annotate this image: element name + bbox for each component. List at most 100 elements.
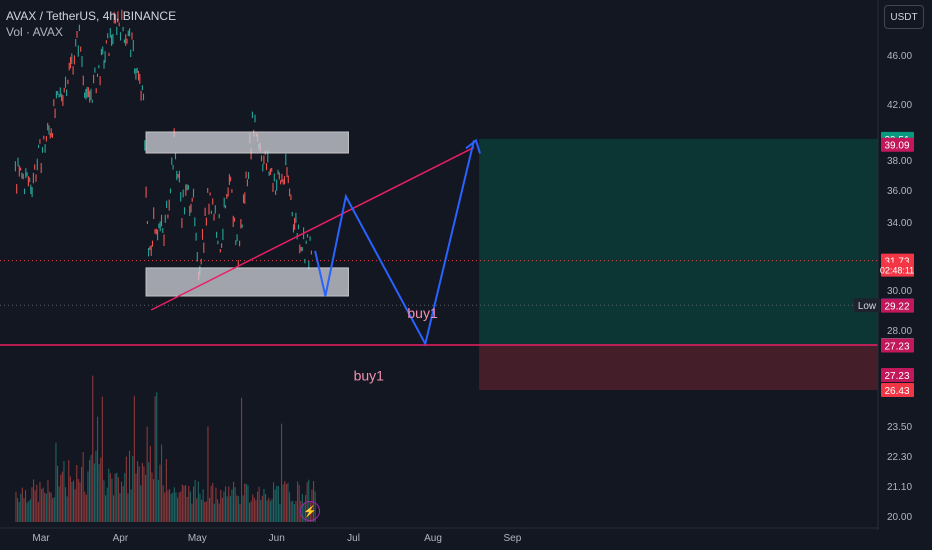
volume-bar	[188, 485, 190, 522]
price-badge-label: 27.23	[884, 371, 909, 382]
volume-bar	[76, 465, 78, 522]
volume-bar	[157, 480, 159, 522]
volume-bar	[127, 493, 129, 522]
volume-bar	[185, 485, 187, 522]
price-badge	[881, 262, 914, 277]
volume-bar	[173, 487, 175, 522]
volume-bar	[159, 464, 161, 522]
volume-bar	[273, 482, 275, 522]
volume-bar	[121, 481, 123, 522]
volume-bar	[271, 499, 273, 522]
price-badge	[881, 383, 914, 397]
volume-bar	[25, 490, 27, 522]
volume-bar	[274, 489, 276, 522]
volume-bar	[95, 450, 97, 522]
volume-bar	[183, 485, 185, 522]
volume-bar	[153, 479, 155, 522]
volume-bar	[295, 501, 297, 522]
volume-bar	[45, 493, 47, 522]
trendline	[150, 146, 475, 311]
volume-bar	[73, 480, 75, 522]
volume-bar	[209, 498, 211, 522]
volume-bar	[28, 501, 30, 522]
volume-bar	[229, 495, 231, 522]
volume-bar	[47, 480, 49, 522]
volume-bar	[154, 396, 156, 522]
price-badge-label: 26.43	[884, 386, 909, 397]
volume-bar	[17, 497, 19, 522]
time-tick-label: Sep	[504, 533, 522, 544]
volume-bar	[97, 416, 99, 522]
volume-bar	[41, 488, 43, 522]
volume-bar	[165, 459, 167, 522]
volume-bar	[156, 392, 158, 522]
volume-bar	[124, 473, 126, 522]
time-tick-label: Aug	[424, 533, 442, 544]
volume-bar	[199, 493, 201, 522]
support-zone	[145, 267, 349, 297]
volume-bar	[125, 456, 127, 522]
volume-bar	[204, 501, 206, 522]
volume-bar	[201, 499, 203, 522]
volume-bar	[148, 462, 150, 522]
volume-bar	[63, 461, 65, 522]
volume-bar	[167, 490, 169, 522]
volume-bar	[74, 489, 76, 522]
volume-bar	[137, 461, 139, 522]
volume-bar	[33, 479, 35, 522]
currency-button[interactable]: USDT	[884, 5, 924, 29]
volume-bar	[60, 474, 62, 522]
price-badge	[881, 368, 914, 382]
volume-bar	[284, 481, 286, 522]
volume-bar	[292, 500, 294, 522]
volume-bar	[223, 491, 225, 522]
volume-bar	[140, 485, 142, 522]
price-tick-label: 21.10	[887, 482, 912, 493]
volume-bar	[119, 493, 121, 522]
volume-bar	[269, 500, 271, 522]
volume-bar	[135, 473, 137, 522]
volume-bar	[268, 497, 270, 522]
lightning-icon[interactable]: ⚡	[300, 501, 320, 521]
volume-bar	[85, 494, 87, 522]
volume-indicator-label[interactable]: Vol · AVAX	[6, 25, 63, 39]
volume-bar	[26, 502, 28, 522]
volume-bar	[253, 497, 255, 522]
volume-bar	[138, 466, 140, 522]
stop-zone	[479, 345, 878, 390]
volume-bar	[205, 501, 207, 522]
volume-bar	[100, 457, 102, 522]
volume-bar	[31, 487, 33, 522]
volume-bar	[145, 474, 147, 522]
volume-bar	[218, 503, 220, 522]
volume-bar	[228, 486, 230, 522]
volume-bar	[245, 483, 247, 522]
buy1-label: buy1	[354, 368, 385, 384]
volume-bar	[281, 423, 283, 522]
volume-bar	[50, 492, 52, 522]
volume-bar	[297, 481, 299, 522]
volume-bar	[226, 496, 228, 522]
volume-bar	[263, 488, 265, 522]
volume-bar	[36, 484, 38, 522]
chart-title: AVAX / TetherUS, 4h, BINANCE	[6, 9, 177, 23]
volume-bar	[177, 497, 179, 522]
volume-bar	[15, 491, 17, 522]
volume-bar	[276, 486, 278, 522]
volume-bar	[87, 471, 89, 522]
volume-bar	[172, 492, 174, 522]
volume-bar	[175, 492, 177, 522]
volume-bar	[237, 496, 239, 522]
volume-bar	[194, 479, 196, 522]
volume-bar	[258, 486, 260, 522]
price-tick-label: 46.00	[887, 51, 912, 62]
price-tick-label: 22.30	[887, 452, 912, 463]
volume-bar	[233, 481, 235, 522]
price-tick-label: 20.00	[887, 512, 912, 523]
volume-bar	[98, 464, 100, 522]
volume-bar	[265, 493, 267, 522]
volume-bar	[161, 444, 163, 522]
volume-bar	[90, 455, 92, 522]
price-badge	[881, 137, 914, 152]
